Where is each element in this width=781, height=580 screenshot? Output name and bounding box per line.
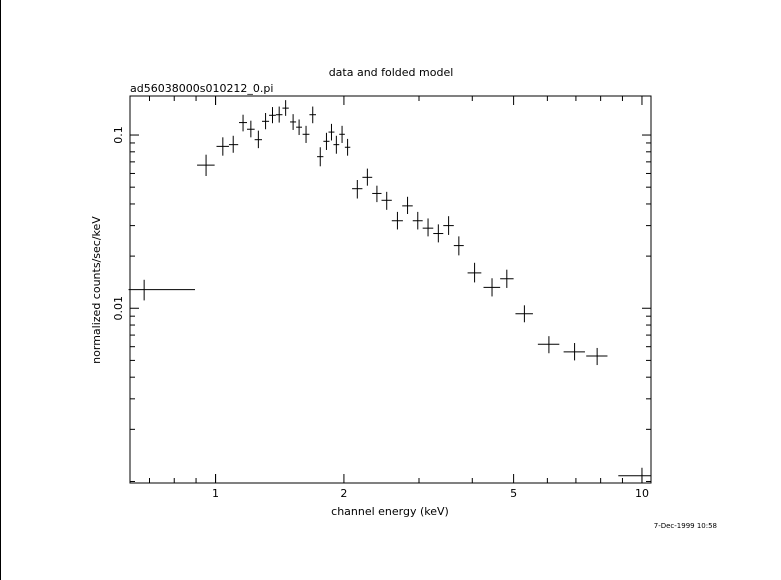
data-point: [618, 467, 651, 483]
data-point: [344, 138, 351, 156]
y-axis-label: normalized counts/sec/keV: [90, 216, 103, 364]
data-point: [269, 107, 276, 124]
x-tick-label: 2: [340, 487, 347, 500]
timestamp: 7-Dec-1999 10:58: [654, 522, 717, 530]
data-point: [197, 154, 215, 177]
data-point: [275, 106, 283, 123]
data-point: [443, 216, 454, 235]
y-tick-label: 0.01: [112, 296, 125, 321]
data-point: [254, 130, 262, 149]
x-tick-label: 1: [212, 487, 219, 500]
data-point: [309, 106, 316, 124]
data-point: [391, 211, 403, 230]
data-point: [323, 132, 330, 150]
data-point: [422, 218, 434, 237]
data-point: [302, 125, 310, 143]
data-point: [500, 269, 514, 288]
chart-title: data and folded model: [329, 66, 454, 79]
data-points: [128, 100, 651, 483]
x-tick-label: 10: [635, 487, 649, 500]
y-tick-label: 0.1: [112, 126, 125, 144]
data-point: [563, 343, 585, 361]
data-point: [128, 279, 196, 301]
data-point: [483, 278, 501, 297]
data-point: [216, 137, 229, 156]
data-point: [372, 185, 382, 203]
data-point: [586, 347, 608, 366]
data-point: [246, 120, 255, 138]
data-point: [290, 114, 297, 130]
data-point: [282, 100, 289, 116]
data-point: [239, 114, 247, 132]
data-point: [317, 147, 324, 167]
data-point: [412, 211, 423, 230]
axis-ticks: 1 2 5 10 0.01 0.1: [112, 96, 651, 500]
x-tick-label: 5: [510, 487, 517, 500]
data-point: [362, 168, 373, 186]
x-axis-label: channel energy (keV): [331, 505, 449, 518]
data-point: [333, 135, 340, 154]
plot-frame: [129, 95, 652, 484]
data-point: [467, 262, 482, 283]
data-point: [433, 224, 444, 243]
data-point: [453, 236, 464, 256]
data-point: [352, 180, 363, 199]
data-point: [381, 191, 392, 210]
data-point: [328, 123, 335, 141]
data-point: [228, 135, 239, 153]
data-point: [515, 305, 533, 323]
data-point: [339, 125, 345, 143]
data-point: [402, 196, 413, 215]
window-edge: [0, 0, 1, 580]
data-point: [296, 119, 303, 136]
chart-subtitle: ad56038000s010212_0.pi: [130, 82, 273, 95]
data-point: [537, 336, 560, 354]
data-point: [261, 113, 270, 130]
